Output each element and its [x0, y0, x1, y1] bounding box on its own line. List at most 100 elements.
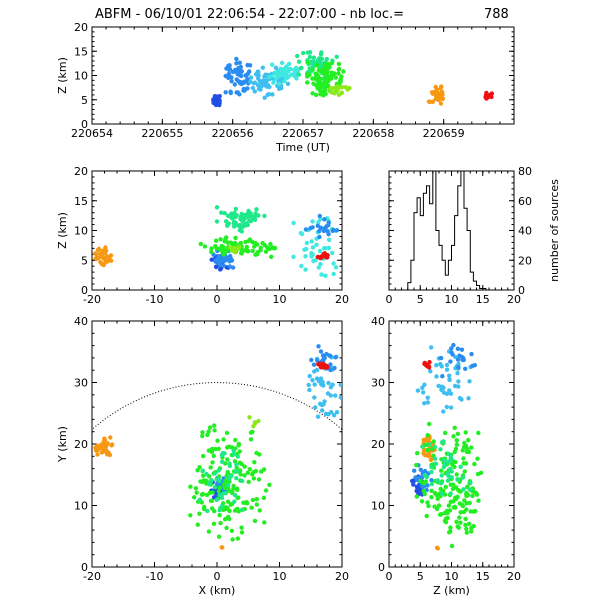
data-point	[234, 469, 239, 474]
data-points	[211, 50, 494, 108]
data-point	[94, 252, 99, 257]
data-point	[108, 253, 114, 258]
data-point	[211, 521, 217, 526]
x-tick-label: 0	[386, 570, 393, 583]
data-point	[305, 60, 310, 65]
data-point	[317, 77, 322, 83]
data-point	[449, 543, 455, 549]
data-point	[463, 366, 468, 371]
data-point	[233, 437, 238, 443]
data-point	[311, 362, 317, 367]
data-point	[217, 513, 222, 518]
x-tick-label: 20	[507, 293, 521, 306]
data-point	[421, 437, 426, 442]
x-tick-label: -20	[83, 293, 101, 306]
data-point	[95, 452, 100, 457]
plot-frame	[91, 26, 515, 125]
data-point	[299, 65, 304, 71]
data-point	[310, 219, 315, 224]
data-point	[204, 471, 209, 477]
x-tick-label: 0	[214, 570, 221, 583]
data-point	[307, 373, 312, 379]
data-point	[230, 537, 235, 542]
data-point	[319, 50, 324, 55]
data-point	[327, 65, 332, 70]
data-point	[469, 525, 474, 531]
data-point	[188, 484, 193, 489]
data-point	[209, 478, 214, 483]
data-point	[208, 498, 214, 503]
xz_projection-panel: -20 -10 0 10 20 0 5 10 15 20 Z (km)	[56, 165, 349, 306]
y-axis-label: number of sources	[548, 179, 561, 282]
data-point	[323, 273, 328, 278]
data-point	[438, 101, 444, 106]
data-point	[448, 499, 453, 504]
title-group: ABFM - 06/10/01 22:06:54 - 22:07:00 - nb…	[95, 7, 509, 22]
data-point	[339, 85, 345, 90]
data-point	[233, 68, 239, 74]
data-point	[103, 245, 108, 250]
data-point	[331, 413, 337, 418]
data-point	[422, 401, 427, 406]
data-point	[455, 477, 460, 482]
data-point	[314, 242, 319, 247]
data-point	[448, 467, 453, 472]
data-point	[216, 534, 222, 539]
data-point	[309, 239, 314, 244]
data-point	[235, 536, 240, 541]
data-point	[246, 71, 251, 76]
data-point	[236, 509, 241, 514]
data-point	[94, 256, 99, 261]
data-point	[226, 75, 231, 81]
data-point	[448, 391, 454, 396]
data-point	[315, 414, 321, 419]
x-tick-label: 10	[273, 293, 287, 306]
data-point	[459, 502, 465, 507]
data-point	[317, 361, 322, 366]
data-point	[296, 72, 301, 77]
data-point	[266, 92, 272, 97]
data-point	[267, 246, 273, 251]
data-point	[324, 365, 329, 370]
y-tick-label: 20	[74, 165, 88, 178]
data-point	[237, 468, 243, 473]
data-point	[256, 86, 262, 92]
data-point	[476, 430, 481, 436]
data-point	[444, 362, 450, 368]
data-point	[429, 488, 434, 493]
data-point	[210, 506, 215, 511]
data-point	[457, 353, 462, 358]
data-point	[282, 73, 287, 78]
data-point	[240, 507, 245, 513]
data-point	[321, 361, 326, 367]
data-point	[453, 459, 458, 465]
y-tick-label: 20	[371, 438, 385, 451]
data-point	[322, 75, 327, 81]
data-point	[433, 461, 439, 466]
data-point	[278, 66, 283, 71]
data-point	[425, 447, 430, 453]
data-point	[336, 71, 341, 76]
data-point	[461, 357, 466, 363]
data-point	[248, 437, 254, 442]
data-point	[236, 495, 241, 500]
y-tick-label: 0	[81, 118, 88, 131]
data-point	[460, 475, 466, 480]
data-point	[434, 374, 439, 379]
zy_projection-panel: 0 5 10 15 20 0 10 20 30 40 Z (km)	[371, 315, 521, 597]
data-point	[207, 425, 213, 430]
data-point	[314, 72, 319, 77]
data-point	[311, 55, 317, 60]
data-point	[467, 379, 472, 384]
data-point	[427, 442, 433, 447]
data-point	[262, 95, 267, 100]
data-point	[415, 485, 420, 491]
data-point	[260, 65, 265, 70]
data-point	[432, 504, 437, 509]
data-point	[226, 71, 232, 77]
data-point	[299, 263, 304, 269]
data-point	[341, 69, 346, 74]
data-point	[219, 210, 224, 215]
data-point	[282, 79, 287, 84]
